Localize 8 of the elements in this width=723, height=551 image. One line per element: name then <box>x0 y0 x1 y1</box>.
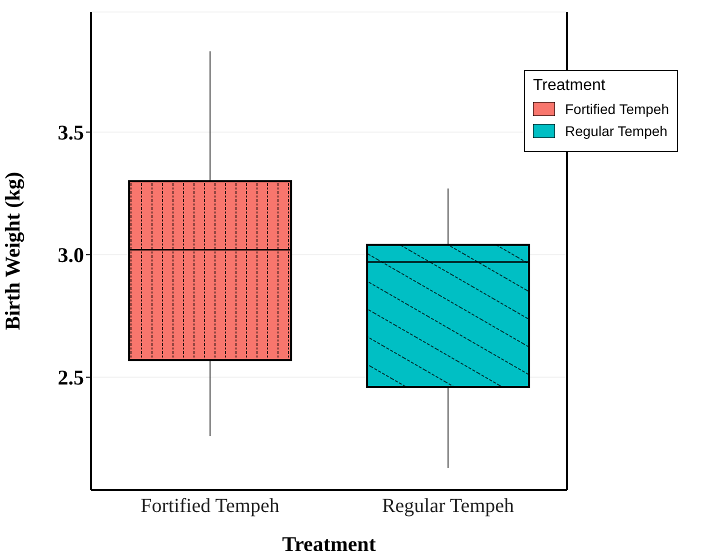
legend-title: Treatment <box>532 77 606 95</box>
y-tick-label: 3.5 <box>58 120 84 145</box>
legend-label: Fortified Tempeh <box>564 101 669 117</box>
y-axis-title: Birth Weight (kg) <box>0 172 24 330</box>
legend-label: Regular Tempeh <box>564 123 668 139</box>
y-tick-label: 3.0 <box>58 243 84 268</box>
y-tick-label: 2.5 <box>58 366 84 390</box>
x-axis-title: Treatment <box>282 532 376 551</box>
